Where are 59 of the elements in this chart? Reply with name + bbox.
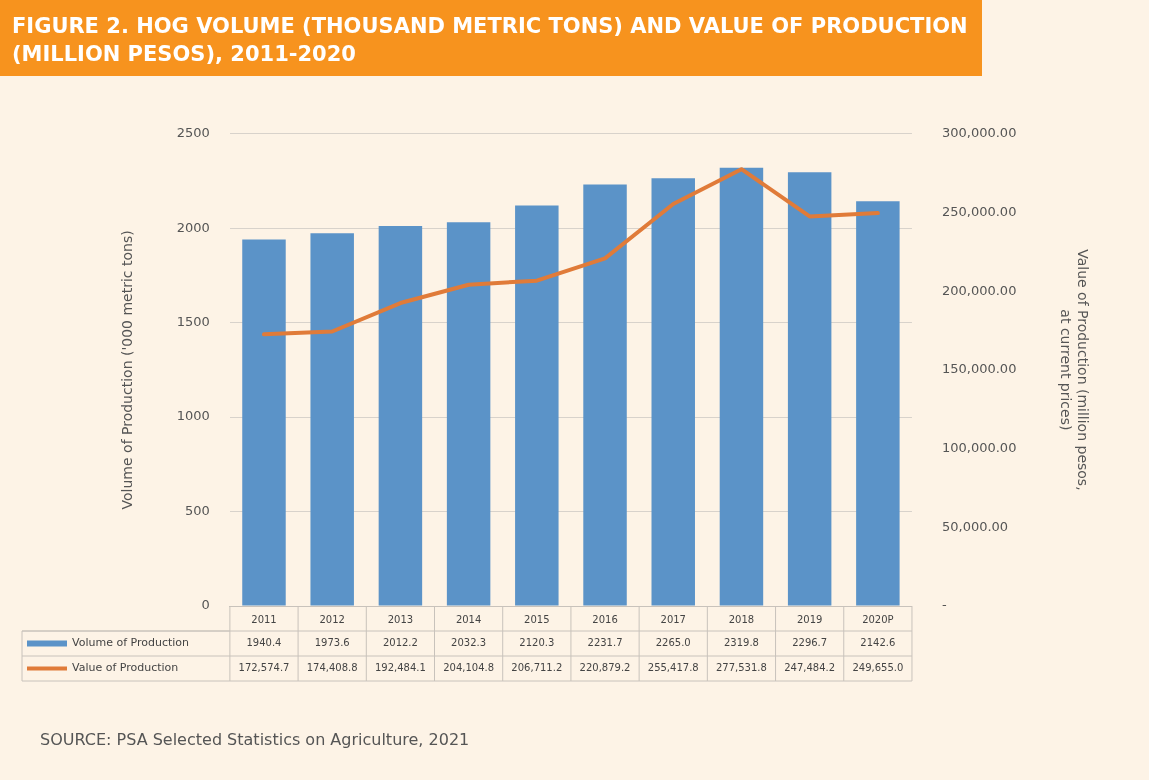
data-label: 2296.7 <box>792 637 828 649</box>
x-tick-label: 2011 <box>251 613 277 625</box>
data-label: 249,655.0 <box>852 662 904 674</box>
y2-tick-label: - <box>941 597 947 613</box>
y-tick-label: 1500 <box>176 314 210 330</box>
data-label: 172,574.7 <box>238 662 290 674</box>
data-label: 206,711.2 <box>511 662 563 674</box>
bar <box>651 178 695 606</box>
x-tick-label: 2018 <box>728 613 755 625</box>
legend-label: Volume of Production <box>72 636 190 650</box>
y-tick-label: 2500 <box>176 125 210 141</box>
data-label: 2142.6 <box>860 637 896 649</box>
x-tick-label: 2019 <box>796 613 823 625</box>
y2-tick-label: 300,000.00 <box>941 125 1017 141</box>
bar <box>242 239 286 606</box>
y-tick-label: 2000 <box>176 219 210 235</box>
chart-title: FIGURE 2. HOG VOLUME (THOUSAND METRIC TONS) AND VALUE OF PRODUCTION (MILLION PESOS), 2011-2020 <box>0 0 982 76</box>
data-label: 255,417.8 <box>647 662 699 674</box>
y2-tick-label: 150,000.00 <box>941 361 1017 377</box>
data-label: 1973.6 <box>314 637 350 649</box>
x-tick-label: 2015 <box>524 613 550 625</box>
data-label: 192,484.1 <box>374 662 426 674</box>
data-label: 247,484.2 <box>784 662 836 674</box>
data-label: 204,104.8 <box>443 662 495 674</box>
data-label: 2231.7 <box>587 637 623 649</box>
y-tick-label: 0 <box>201 597 210 613</box>
bar <box>378 225 423 606</box>
x-tick-label: 2017 <box>660 613 686 625</box>
legend-label: Value of Production <box>72 661 179 675</box>
bar <box>583 184 627 606</box>
bar <box>446 222 491 606</box>
y2-tick-label: 100,000.00 <box>941 439 1017 455</box>
y2-tick-label: 200,000.00 <box>941 282 1017 298</box>
bar <box>310 233 354 606</box>
y2-tick-label: 250,000.00 <box>941 203 1017 219</box>
data-label: 2120.3 <box>519 637 555 649</box>
x-tick-label: 2013 <box>387 613 414 625</box>
x-tick-label: 2014 <box>455 613 482 625</box>
bar <box>515 205 559 606</box>
data-label: 277,531.8 <box>715 662 767 674</box>
data-label: 2319.8 <box>723 637 759 649</box>
source-note: SOURCE: PSA Selected Statistics on Agriculture, 2021 <box>40 730 470 749</box>
data-label: 2032.3 <box>451 637 487 649</box>
x-tick-label: 2012 <box>319 613 345 625</box>
y2-tick-label: 50,000.00 <box>941 518 1009 534</box>
data-label: 1940.4 <box>246 637 282 649</box>
x-tick-label: 2016 <box>592 613 618 625</box>
bar <box>787 172 832 606</box>
data-label: 2265.0 <box>655 637 691 649</box>
bar <box>719 167 764 606</box>
y-tick-label: 1000 <box>176 408 210 424</box>
data-label: 220,879.2 <box>579 662 631 674</box>
y-tick-label: 500 <box>185 502 210 518</box>
x-tick-label: 2020P <box>862 613 894 625</box>
data-label: 2012.2 <box>382 637 418 649</box>
y2-axis-title: Value of Production (million pesos, at current prices) <box>1058 249 1091 491</box>
bar <box>856 201 900 606</box>
y-axis-title: Volume of Production ('000 metric tons) <box>119 230 136 510</box>
data-label: 174,408.8 <box>306 662 358 674</box>
